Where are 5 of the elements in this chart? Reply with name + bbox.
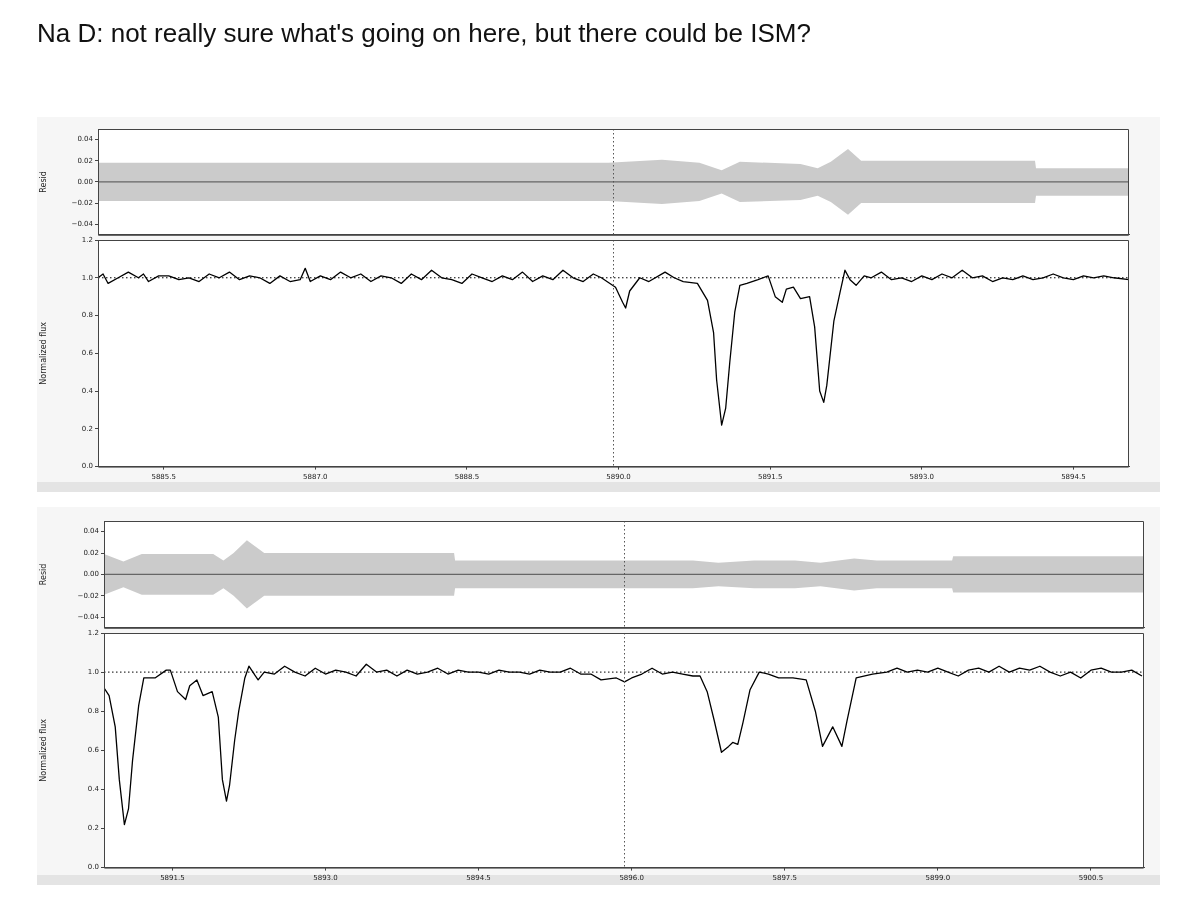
chart-title: Na D: not really sure what's going on here, but there could be ISM? [37,18,811,49]
y-axis-title: Normalized flux [38,321,48,385]
y-axis-title: Resid [38,171,48,193]
y-axis-title: Normalized flux [38,718,48,782]
y-axis-title: Resid [38,563,48,586]
